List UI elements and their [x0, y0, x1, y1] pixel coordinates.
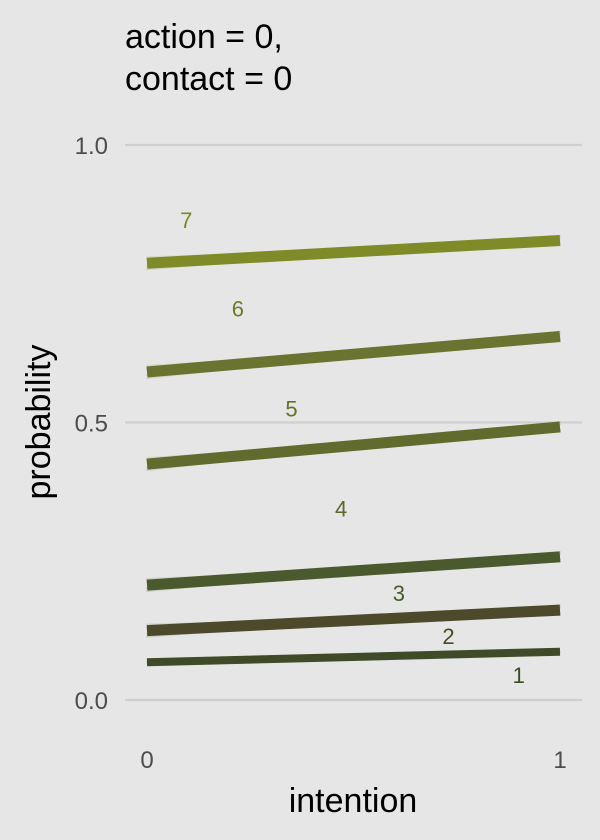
band-5 [146, 330, 561, 379]
y-tick-label-2: 1.0 [75, 133, 108, 160]
band-6 [146, 234, 561, 271]
category-label-5: 5 [285, 397, 297, 422]
band-6-line [146, 234, 561, 269]
category-label-4: 4 [335, 497, 347, 522]
x-tick-label-0: 0 [140, 747, 153, 774]
band-5-line [146, 330, 561, 378]
category-labels: 1 2 3 4 5 6 7 [180, 208, 525, 688]
x-tick-label-1: 1 [553, 747, 566, 774]
band-3-line [146, 551, 561, 591]
y-tick-labels: 0.0 0.5 1.0 [75, 133, 108, 715]
chart-title-line-1: action = 0, [125, 18, 283, 56]
band-2 [146, 604, 561, 638]
y-tick-label-1: 0.5 [75, 411, 108, 438]
band-4-line [146, 421, 561, 470]
y-axis-title: probability [20, 345, 58, 500]
probability-bands [146, 234, 561, 667]
band-2-line [146, 604, 561, 637]
y-gridlines [125, 143, 582, 702]
category-label-1: 1 [513, 663, 525, 688]
band-1-line [146, 647, 561, 667]
y-tick-label-0: 0.0 [75, 688, 108, 715]
category-label-3: 3 [393, 581, 405, 606]
band-4 [146, 421, 561, 472]
band-1 [146, 647, 561, 667]
x-axis-title: intention [289, 782, 418, 820]
category-label-7: 7 [180, 208, 192, 233]
category-label-2: 2 [442, 624, 454, 649]
chart-title-line-2: contact = 0 [125, 60, 292, 98]
category-label-6: 6 [232, 297, 244, 322]
band-3 [146, 551, 561, 593]
